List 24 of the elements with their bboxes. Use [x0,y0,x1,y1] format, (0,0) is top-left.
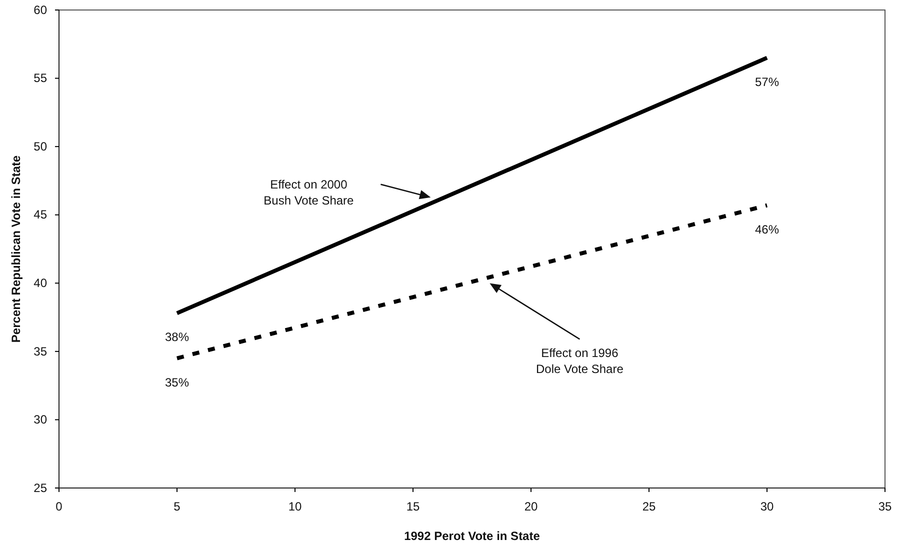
x-tick-label: 15 [406,500,420,514]
y-tick-label: 25 [34,480,48,495]
x-tick-label: 35 [878,500,892,514]
x-tick-label: 25 [642,500,656,514]
y-tick-label: 45 [34,208,48,222]
y-tick-label: 40 [34,276,48,290]
x-tick-label: 0 [56,500,63,514]
data-label: 46% [754,222,780,236]
y-tick-label: 30 [34,412,48,427]
data-label: 35% [164,375,190,390]
y-tick-label: 55 [34,71,48,86]
annotation: Effect on 1996 Dole Vote Share [536,346,624,376]
x-tick-label: 20 [524,500,538,514]
y-tick-label: 60 [34,2,48,17]
data-label: 38% [164,330,190,344]
annotation: Effect on 2000 Bush Vote Share [264,177,354,208]
x-tick-label: 5 [174,500,181,514]
x-tick-label: 30 [760,500,774,514]
x-tick-label: 10 [288,500,302,514]
y-axis-title: Percent Republican Vote in State [9,155,23,343]
data-label: 57% [754,74,780,89]
y-tick-label: 35 [34,344,48,358]
y-tick-label: 50 [34,139,48,154]
x-axis-title: 1992 Perot Vote in State [404,529,540,543]
